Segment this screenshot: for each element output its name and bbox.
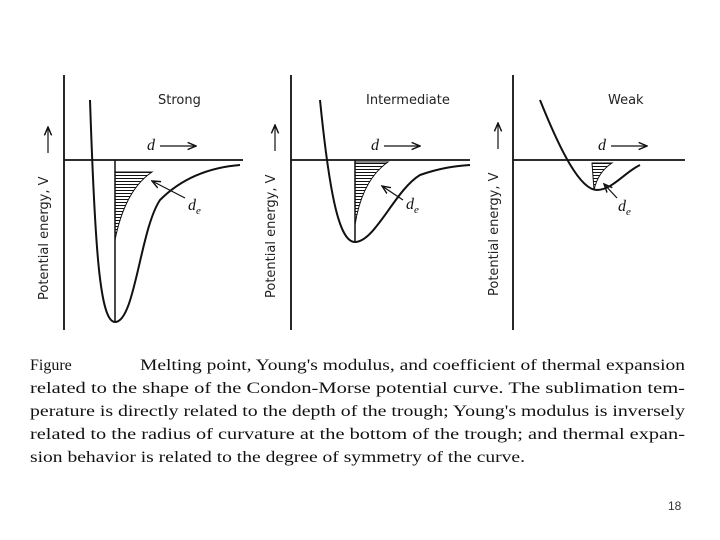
de-main: d <box>406 196 415 213</box>
de-arrow <box>604 184 618 199</box>
caption: Figure Melting point, Young's modulus, a… <box>30 357 685 466</box>
de-arrow <box>382 186 404 201</box>
potential-curve <box>319 99 471 244</box>
potential-curve <box>89 99 241 324</box>
caption-line: sion behavior is related to the degree o… <box>30 449 525 466</box>
de-arrow <box>152 181 186 199</box>
de-main: d <box>188 197 197 214</box>
equilibrium-label: de <box>188 197 201 217</box>
equilibrium-label: de <box>618 198 631 218</box>
caption-line: Melting point, Young's modulus, and coef… <box>140 357 685 374</box>
y-axis-label: Potential energy, V <box>264 174 279 298</box>
caption-line: related to the radius of curvature at th… <box>30 426 685 443</box>
panel-strong: Potential energy, V Strong d de <box>37 75 243 330</box>
caption-line: related to the shape of the Condon-Morse… <box>30 380 685 397</box>
de-main: d <box>618 198 627 215</box>
distance-label: d <box>371 137 380 154</box>
equilibrium-label: de <box>406 196 419 216</box>
caption-line: perature is directly related to the dept… <box>30 403 685 420</box>
panel-intermediate: Potential energy, V Intermediate d de <box>264 75 471 330</box>
caption-label: Figure <box>30 357 72 374</box>
distance-label: d <box>598 137 607 154</box>
panel-weak: Potential energy, V Weak d de <box>487 75 685 330</box>
hatched-area <box>354 161 390 226</box>
potential-curve <box>539 99 641 192</box>
de-subscript: e <box>626 206 631 218</box>
hatched-area <box>114 171 154 241</box>
de-subscript: e <box>414 204 419 216</box>
y-axis-label: Potential energy, V <box>487 172 502 296</box>
page-number: 18 <box>668 499 682 513</box>
panel-title: Intermediate <box>366 93 450 108</box>
panel-title: Weak <box>608 93 644 108</box>
y-axis-label: Potential energy, V <box>37 176 52 300</box>
panel-title: Strong <box>158 93 201 108</box>
de-subscript: e <box>196 205 201 217</box>
distance-label: d <box>147 137 156 154</box>
